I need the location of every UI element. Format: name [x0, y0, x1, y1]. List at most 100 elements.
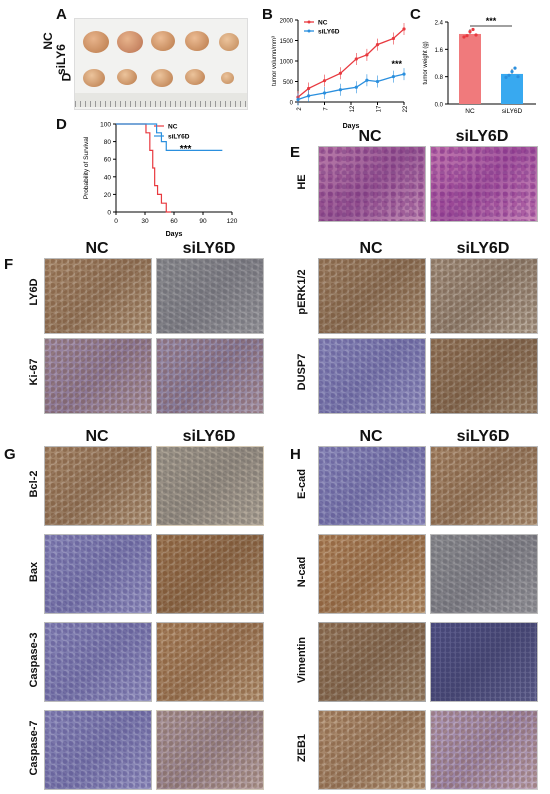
ihc-zeb1-nc: [318, 710, 426, 790]
col-header-nc-g: NC: [85, 428, 109, 445]
legend-label: siLY6D: [168, 134, 190, 141]
col-header-nc-f: NC: [85, 240, 109, 257]
tumor-nc-5: [219, 33, 239, 51]
data-point: [468, 29, 472, 34]
significance-marker: ***: [180, 144, 192, 155]
ihc-perk-si: [430, 258, 538, 334]
significance-marker: ***: [391, 59, 402, 69]
data-point: [375, 43, 380, 47]
y-tick-label: 0.0: [435, 103, 444, 109]
row-label-perk: pERK1/2: [296, 269, 308, 315]
col-header-si-f: siLY6D: [182, 240, 236, 257]
row-label-bax: Bax: [28, 561, 40, 583]
y-tick-label: 1.6: [435, 48, 444, 54]
y-tick-label: 80: [104, 139, 112, 146]
category-label: NC: [465, 108, 475, 115]
x-tick-label: 22: [403, 105, 409, 112]
data-point: [462, 35, 466, 39]
col-header-nc-e: NC: [358, 128, 382, 145]
ihc-ncad-si: [430, 534, 538, 614]
ihc-he-nc: [318, 146, 426, 222]
x-tick-label: 7: [324, 107, 330, 111]
ihc-perk-nc: [318, 258, 426, 334]
x-tick-label: 90: [199, 218, 207, 225]
y-tick-label: 2000: [280, 19, 294, 25]
row-label-casp3: Caspase-3: [28, 632, 40, 688]
row-label-ki67: Ki-67: [28, 358, 40, 386]
ihc-dusp7-nc: [318, 338, 426, 414]
y-tick-label: 0: [107, 210, 111, 217]
data-point: [322, 91, 327, 95]
y-tick-label: 100: [100, 122, 111, 129]
y-axis-label: tumor volumn/mm³: [272, 36, 278, 86]
panel-label-b: B: [262, 6, 273, 23]
series-line-0: [297, 28, 405, 98]
data-point: [402, 72, 406, 76]
ihc-he-si: [430, 146, 538, 222]
row-label-nc-a: NC: [41, 32, 55, 50]
data-point: [391, 74, 395, 79]
x-axis-label: Days: [343, 123, 360, 130]
x-tick-label: 0: [114, 218, 118, 225]
y-tick-label: 60: [104, 157, 112, 164]
ihc-bcl2-si: [156, 446, 264, 526]
data-point: [510, 69, 514, 74]
tumor-si-4: [185, 69, 205, 85]
tumor-si-1: [83, 69, 105, 87]
col-header-si-g: siLY6D: [182, 428, 236, 445]
panel-label-h: H: [290, 446, 301, 463]
ihc-vimentin-si: [430, 622, 538, 702]
survival-curve-0: [116, 123, 172, 213]
data-point: [375, 79, 380, 84]
x-tick-label: 30: [141, 218, 149, 225]
y-tick-label: 40: [104, 174, 112, 181]
data-point: [465, 34, 469, 38]
y-tick-label: 0.8: [435, 75, 444, 81]
row-label-dusp7: DUSP7: [296, 353, 308, 391]
data-point: [322, 79, 327, 83]
row-label-bcl2: Bcl-2: [28, 470, 40, 498]
tumor-si-5: [221, 72, 234, 84]
x-tick-label: 60: [170, 218, 178, 225]
ruler: [75, 93, 247, 107]
panel-label-g: G: [4, 446, 16, 463]
data-point: [516, 75, 520, 79]
data-point: [504, 75, 508, 79]
data-point: [365, 53, 369, 57]
legend-marker: [307, 20, 311, 24]
col-header-si-f2: siLY6D: [456, 240, 510, 257]
row-label-ecad: E-cad: [296, 469, 308, 499]
survival-curve-1: [116, 123, 223, 152]
panel-label-d: D: [56, 116, 67, 133]
x-tick-label: 17: [377, 105, 383, 112]
legend-label: NC: [318, 20, 328, 27]
data-point: [365, 78, 369, 82]
x-axis-label: Days: [166, 231, 183, 238]
ihc-ki67-nc: [44, 338, 152, 414]
ihc-ncad-nc: [318, 534, 426, 614]
x-tick-label: 12: [350, 105, 356, 112]
panel-label-a: A: [56, 6, 67, 23]
ihc-ly6d-si: [156, 258, 264, 334]
ihc-dusp7-si: [430, 338, 538, 414]
ihc-casp7-si: [156, 710, 264, 790]
y-tick-label: 500: [283, 80, 294, 86]
row-label-zeb1: ZEB1: [296, 733, 308, 763]
data-point: [307, 86, 311, 91]
legend-marker: [307, 29, 311, 33]
ihc-ki67-si: [156, 338, 264, 414]
chart-c: 0.0 0.8 1.6 2.4 tumor weight (g) NC siLY6D ***: [423, 16, 536, 115]
ihc-ecad-si: [430, 446, 538, 526]
chart-b: 0 500 1000 1500 2000 2 7 12 17 22 Days tumor volumn…: [272, 19, 409, 131]
series-line-1: [297, 73, 405, 101]
row-label-si-a-line2: D: [59, 72, 74, 82]
y-tick-label: 20: [104, 192, 112, 199]
data-point: [354, 85, 358, 89]
ihc-ecad-nc: [318, 446, 426, 526]
data-point: [338, 88, 342, 92]
data-point: [307, 94, 311, 98]
chart-d: 0 20 40 60 80 100 0 30 60 90 120 Days Probability of…: [83, 122, 238, 239]
significance-marker: ***: [486, 16, 497, 26]
row-label-si-a-line1: siLY6: [54, 44, 68, 75]
data-point: [338, 71, 342, 75]
